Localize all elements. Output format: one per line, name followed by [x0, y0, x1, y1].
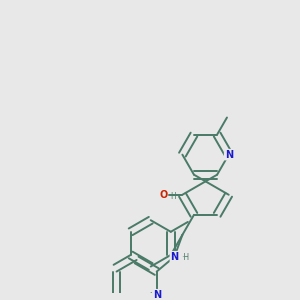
Text: O: O: [159, 190, 167, 200]
Text: N: N: [225, 150, 233, 160]
Text: H: H: [171, 192, 176, 201]
Text: ·H: ·H: [182, 253, 190, 262]
Text: N: N: [153, 290, 161, 300]
Text: N: N: [170, 252, 178, 262]
